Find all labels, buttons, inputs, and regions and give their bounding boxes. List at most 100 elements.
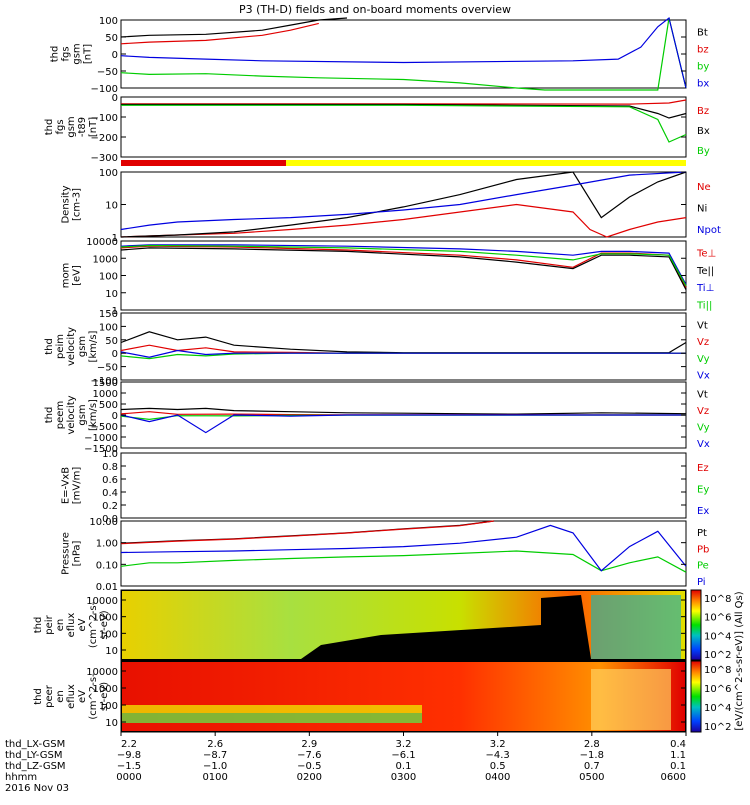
panel-p2-frame <box>120 96 687 158</box>
xaxis-row-label-0: thd_LX-GSM <box>5 739 65 750</box>
ylabel-p6-line-1: peem <box>55 401 66 429</box>
xaxis-row-label-3: hhmm <box>5 772 37 783</box>
panel-p9-sheet <box>591 595 681 659</box>
ylabel-p6-line-4: [km/s] <box>88 399 99 431</box>
legend-p6-vz: Vz <box>697 406 709 417</box>
series-p1-bx-line <box>120 16 687 89</box>
ytick-label-p7-3: 0.4 <box>102 488 118 499</box>
panel-p5-frame <box>120 312 687 381</box>
panel-p1-frame <box>120 19 687 89</box>
ytick-label-p2-3: −300 <box>91 153 118 164</box>
series-p3-npot-line <box>120 171 687 231</box>
ytick-label-p5-1: 100 <box>99 322 118 333</box>
ylabel-p9-line-6: sr-eV) <box>99 610 110 639</box>
legend-p8-pb: Pb <box>697 544 709 555</box>
ylabel-p10-line-6: sr-eV) <box>99 682 110 711</box>
ytick-label-p8-0: 10.00 <box>89 517 118 528</box>
ytick-label-p8-2: 0.10 <box>96 560 118 571</box>
ylabel-p7: E=-VxB [mV/m] <box>61 467 83 505</box>
ytick-label-p6-2: 500 <box>99 400 118 411</box>
panel-p10-lowband <box>122 713 422 723</box>
xaxis-value-1-0: −9.8 <box>117 750 141 761</box>
series-p1-bt-line <box>120 17 348 38</box>
xaxis-value-3-1: 0100 <box>202 772 227 783</box>
mode-bar-slow <box>121 160 286 166</box>
legend-p8-pt: Pt <box>697 528 707 539</box>
xaxis-value-0-5: 2.8 <box>584 739 600 750</box>
ylabel-p9-line-1: peir <box>44 614 55 634</box>
xaxis-value-3-0: 0000 <box>116 772 141 783</box>
panel-p9-dropout <box>301 625 541 659</box>
ytick-label-p6-5: −1000 <box>84 433 118 444</box>
ytick-label-p4-2: 100 <box>99 272 118 283</box>
ytick-label-p7-0: 1.0 <box>102 449 118 460</box>
ylabel-p9-line-3: eflux <box>66 613 77 638</box>
legend-p7-ez: Ez <box>697 463 709 474</box>
xaxis-value-0-6: 0.4 <box>670 739 686 750</box>
panel-p8-frame <box>120 520 687 587</box>
legend-p7-ey: Ey <box>697 485 709 496</box>
legend-p1-bz: bz <box>697 45 709 56</box>
legend-p5-vy: Vy <box>697 354 710 365</box>
series-p4-ti-line <box>120 244 687 285</box>
xaxis-value-2-1: −1.0 <box>203 761 227 772</box>
legend-p2-bx: Bx <box>697 126 710 137</box>
legend-p4-te: Te⊥ <box>696 249 716 260</box>
ylabel-p7-line-1: [mV/m] <box>72 467 83 505</box>
ylabel-p1-line-1: fgs <box>61 46 72 61</box>
legend-p8-pe: Pe <box>697 561 709 572</box>
legend-p6-vt: Vt <box>697 389 708 400</box>
legend-p6-vy: Vy <box>697 422 710 433</box>
xaxis-value-2-0: −1.5 <box>117 761 141 772</box>
ylabel-p1-line-2: gsm <box>72 43 83 64</box>
series-p1-by-line <box>120 17 687 91</box>
ytick-label-p5-2: 50 <box>105 336 118 347</box>
xaxis-value-2-2: −0.5 <box>297 761 321 772</box>
colorbar-2-tick-1: 10^6 <box>704 684 731 695</box>
panel-p7-frame <box>120 452 687 519</box>
ylabel-p5-line-4: [km/s] <box>88 330 99 362</box>
ylabel-p5-line-1: peim <box>55 334 66 359</box>
xaxis-value-1-5: −1.8 <box>580 750 604 761</box>
xaxis-value-2-5: 0.7 <box>584 761 600 772</box>
series-p8-pi-line <box>120 524 687 572</box>
panel-p9-dropout-2 <box>541 595 591 659</box>
ytick-label-p8-3: 0.01 <box>96 582 118 593</box>
series-p4-te-line <box>120 245 687 288</box>
ytick-label-p7-1: 0.8 <box>102 462 118 473</box>
ytick-label-p1-1: 50 <box>105 33 118 44</box>
ytick-label-p2-1: −100 <box>91 113 118 124</box>
ytick-label-p7-5: 0.0 <box>102 514 118 525</box>
series-p1-bz-line <box>120 22 319 45</box>
ylabel-p9-line-4: eV <box>77 618 88 631</box>
legend-p8-pi: Pi <box>697 577 706 588</box>
legend-p3-ne: Ne <box>697 182 711 193</box>
ylabel-p10: thd peer en eflux eV (cm^2-s-sr-eV) <box>33 673 110 720</box>
xaxis-value-1-6: 1.1 <box>670 750 686 761</box>
ylabel-p4: mom [eV] <box>61 263 83 289</box>
ytick-label-p8-1: 1.00 <box>96 539 118 550</box>
colorbar-1-tick-2: 10^4 <box>704 631 731 642</box>
chart-title: P3 (TH-D) fields and on-board moments ov… <box>239 3 511 16</box>
legend-p5-vt: Vt <box>697 320 708 331</box>
ylabel-p3-line-0: Density <box>61 185 72 223</box>
ytick-label-p5-4: −50 <box>97 363 118 374</box>
legend-p4-ti: Ti⊥ <box>696 283 714 294</box>
ylabel-p8-line-0: Pressure <box>61 532 72 575</box>
colorbar-label-text: [eV/(cm^2-s-sr-eV)] (All Qs) <box>734 591 745 730</box>
ylabel-p10-line-5: (cm^2-s- <box>88 673 99 720</box>
legend-p7-ex: Ex <box>697 506 709 517</box>
ylabel-p5-line-2: velocity <box>66 327 77 366</box>
ytick-label-p3-2: 1 <box>112 233 118 244</box>
ylabel-p5: thd peim velocity gsm [km/s] <box>44 327 99 366</box>
xaxis-value-1-1: −8.7 <box>203 750 227 761</box>
panel-p10-sheet <box>591 669 671 730</box>
ytick-label-p9-3: 10 <box>105 646 118 657</box>
xaxis-value-3-6: 0600 <box>661 772 686 783</box>
xaxis-value-2-4: 0.5 <box>490 761 506 772</box>
colorbar-1-tick-1: 10^6 <box>704 613 731 624</box>
xaxis-value-3-4: 0400 <box>485 772 510 783</box>
ylabel-p5-line-0: thd <box>44 338 55 355</box>
legend-p5-vz: Vz <box>697 337 709 348</box>
xaxis-date: 2016 Nov 03 <box>5 783 69 794</box>
